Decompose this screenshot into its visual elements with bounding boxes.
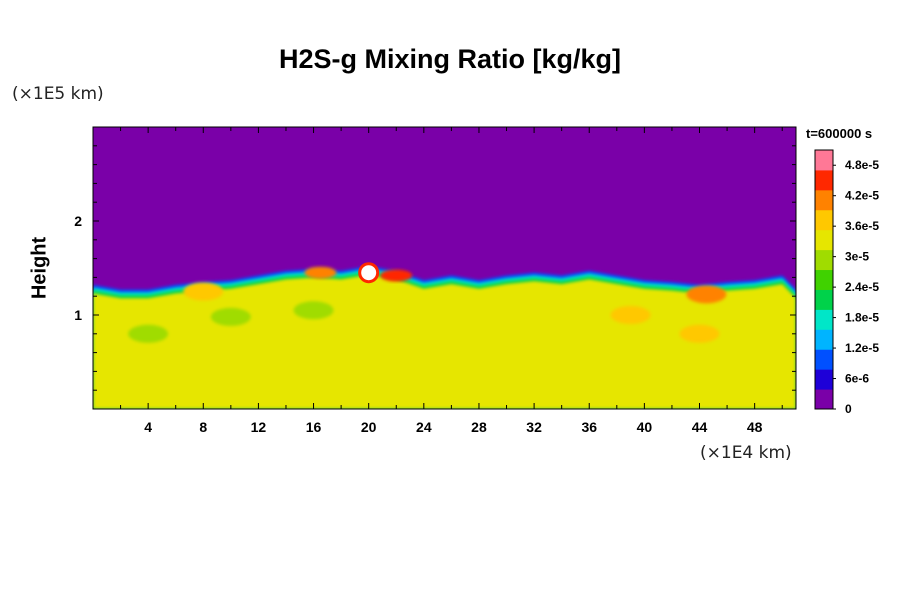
y-ticks: 12 xyxy=(74,145,796,391)
colorbar-tick-label: 0 xyxy=(845,402,852,416)
colorbar-segment xyxy=(815,329,833,350)
colorbar-segment xyxy=(815,289,833,310)
colorbar-segment xyxy=(815,229,833,251)
plot-frame xyxy=(92,126,797,410)
field-feature-5 xyxy=(183,282,224,301)
x-tick-label: 48 xyxy=(747,419,763,435)
field-feature-4 xyxy=(686,285,727,304)
x-tick-label: 20 xyxy=(361,419,377,435)
colorbar: 0 6e-6 1.2e-5 1.8e-5 2.4e-5 3e-5 3.6e-5 4.2e-5 4… xyxy=(814,149,879,416)
x-tick-label: 24 xyxy=(416,419,432,435)
colorbar-segment xyxy=(815,309,833,330)
x-tick-label: 16 xyxy=(306,419,322,435)
time-label: t=600000 s xyxy=(806,126,873,141)
field-feature-9 xyxy=(293,301,334,320)
field-feature-8 xyxy=(210,307,251,326)
x-ticks: 4 8 12 16 20 24 28 32 36 40 44 48 xyxy=(120,127,783,435)
colorbar-tick-label: 2.4e-5 xyxy=(845,280,879,294)
y-tick-label: 1 xyxy=(74,307,82,323)
x-tick-label: 36 xyxy=(581,419,597,435)
x-tick-label: 12 xyxy=(251,419,267,435)
colorbar-segment xyxy=(815,349,833,370)
y-unit-label: (×1E5 km) xyxy=(12,84,104,104)
colorbar-segment xyxy=(815,209,833,231)
colorbar-frame xyxy=(814,149,834,410)
colorbar-segment xyxy=(815,269,833,290)
colorbar-segment xyxy=(815,389,833,410)
colorbar-tick-label: 4.8e-5 xyxy=(845,158,879,172)
chart-title: H2S-g Mixing Ratio [kg/kg] xyxy=(278,44,621,74)
colorbar-tick-label: 4.2e-5 xyxy=(845,189,879,203)
x-unit-label: (×1E4 km) xyxy=(700,443,792,463)
colorbar-segment xyxy=(815,249,833,271)
field-feature-6 xyxy=(679,324,720,343)
x-tick-label: 4 xyxy=(144,419,152,435)
x-tick-label: 44 xyxy=(692,419,708,435)
colorbar-tick-label: 1.2e-5 xyxy=(845,341,879,355)
field-feature-3 xyxy=(304,266,337,279)
field-feature-10 xyxy=(128,324,169,343)
y-tick-label: 2 xyxy=(74,213,82,229)
x-tick-label: 40 xyxy=(637,419,653,435)
colorbar-segment xyxy=(815,150,833,171)
colorbar-tick-label: 3e-5 xyxy=(845,250,869,264)
colorbar-tick-label: 3.6e-5 xyxy=(845,219,879,233)
colorbar-segment xyxy=(815,189,833,211)
colorbar-segment xyxy=(815,169,833,191)
x-tick-label: 8 xyxy=(199,419,207,435)
plot-field xyxy=(93,127,796,409)
field-feature-7 xyxy=(610,306,651,324)
colorbar-tick-label: 6e-6 xyxy=(845,372,869,386)
colorbar-tick-label: 1.8e-5 xyxy=(845,311,879,325)
x-tick-label: 32 xyxy=(526,419,542,435)
x-tick-label: 28 xyxy=(471,419,487,435)
field-feature-1 xyxy=(358,262,380,284)
field-feature-2 xyxy=(380,269,413,282)
colorbar-segment xyxy=(815,369,833,390)
